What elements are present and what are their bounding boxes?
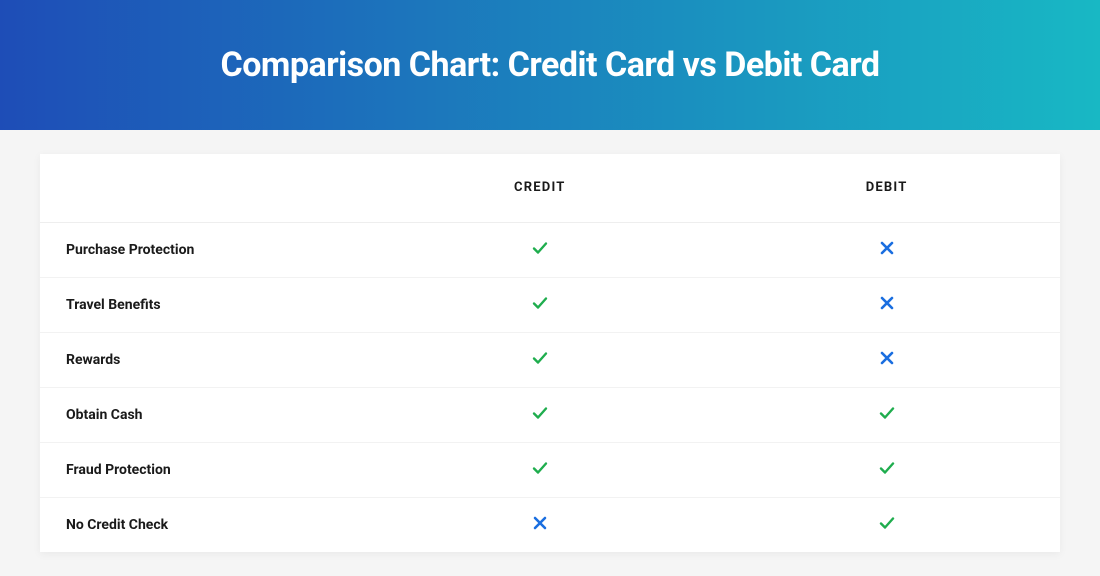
cell-debit [713, 277, 1060, 332]
cell-debit [713, 222, 1060, 277]
page-title: Comparison Chart: Credit Card vs Debit C… [220, 45, 879, 85]
check-icon [879, 405, 895, 421]
feature-label: Travel Benefits [40, 277, 366, 332]
cross-icon [879, 240, 895, 256]
check-icon [879, 460, 895, 476]
check-icon [532, 405, 548, 421]
cell-credit [366, 497, 713, 552]
cell-credit [366, 332, 713, 387]
check-icon [879, 515, 895, 531]
feature-label: Obtain Cash [40, 387, 366, 442]
cross-icon [879, 350, 895, 366]
feature-label: Fraud Protection [40, 442, 366, 497]
table-row: Fraud Protection [40, 442, 1060, 497]
cell-credit [366, 387, 713, 442]
check-icon [532, 240, 548, 256]
cell-credit [366, 442, 713, 497]
comparison-table: CREDIT DEBIT Purchase ProtectionTravel B… [40, 154, 1060, 552]
table-header-row: CREDIT DEBIT [40, 154, 1060, 222]
feature-label: No Credit Check [40, 497, 366, 552]
table-row: Obtain Cash [40, 387, 1060, 442]
check-icon [532, 350, 548, 366]
cell-debit [713, 332, 1060, 387]
table-row: Travel Benefits [40, 277, 1060, 332]
feature-label: Purchase Protection [40, 222, 366, 277]
table-header-debit: DEBIT [713, 154, 1060, 222]
cell-debit [713, 442, 1060, 497]
cross-icon [879, 295, 895, 311]
table-header-empty [40, 154, 366, 222]
cell-credit [366, 277, 713, 332]
feature-label: Rewards [40, 332, 366, 387]
cross-icon [532, 515, 548, 531]
table-header-credit: CREDIT [366, 154, 713, 222]
check-icon [532, 460, 548, 476]
check-icon [532, 295, 548, 311]
table-row: No Credit Check [40, 497, 1060, 552]
table-body: Purchase ProtectionTravel BenefitsReward… [40, 222, 1060, 552]
table-container: CREDIT DEBIT Purchase ProtectionTravel B… [0, 130, 1100, 552]
page-header: Comparison Chart: Credit Card vs Debit C… [0, 0, 1100, 130]
table-row: Purchase Protection [40, 222, 1060, 277]
cell-credit [366, 222, 713, 277]
cell-debit [713, 387, 1060, 442]
table-row: Rewards [40, 332, 1060, 387]
cell-debit [713, 497, 1060, 552]
